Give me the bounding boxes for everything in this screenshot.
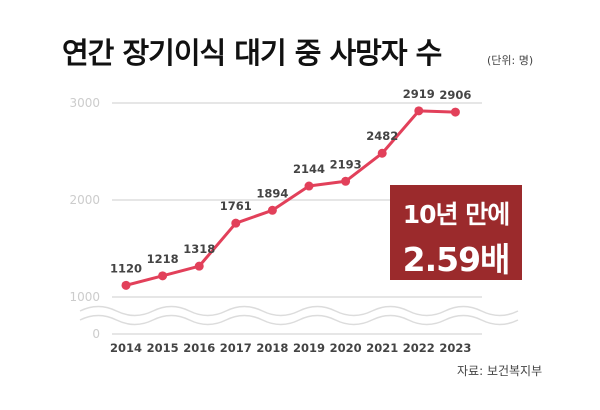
callout-line2: 2.59배 [402, 240, 511, 279]
data-label: 1218 [147, 252, 179, 266]
x-tick-label: 2020 [330, 341, 362, 355]
y-tick-label: 0 [92, 327, 100, 341]
data-point [377, 148, 387, 158]
data-label: 1318 [183, 242, 215, 256]
data-point [121, 280, 131, 290]
data-point [267, 205, 277, 215]
data-point [158, 271, 168, 281]
data-label: 2144 [293, 162, 325, 176]
x-tick-label: 2014 [110, 341, 142, 355]
x-tick-label: 2015 [147, 341, 179, 355]
x-tick-label: 2023 [439, 341, 471, 355]
data-label: 2193 [330, 157, 362, 171]
data-label: 1761 [220, 199, 252, 213]
x-tick-label: 2022 [403, 341, 435, 355]
x-tick-label: 2019 [293, 341, 325, 355]
data-point [341, 176, 351, 186]
series-line [125, 109, 456, 287]
data-label: 2919 [403, 87, 435, 101]
data-label: 2906 [439, 88, 471, 102]
callout-line1: 10년 만에 [402, 200, 511, 229]
axis-break-wave [79, 314, 519, 326]
data-point [304, 181, 314, 191]
callout-box: 10년 만에 2.59배 [390, 185, 522, 280]
unit-label: (단위: 명) [487, 54, 534, 67]
x-tick-label: 2021 [366, 341, 398, 355]
x-tick-label: 2018 [256, 341, 288, 355]
data-label: 1894 [256, 186, 288, 200]
y-tick-label: 2000 [69, 193, 100, 207]
chart-title: 연간 장기이식 대기 중 사망자 수 [62, 36, 442, 70]
x-tick-label: 2017 [220, 341, 252, 355]
data-point [194, 261, 204, 271]
data-point [414, 106, 424, 116]
data-label: 2482 [366, 129, 398, 143]
source-note: 자료: 보건복지부 [457, 364, 543, 378]
x-tick-label: 2016 [183, 341, 215, 355]
data-point [231, 218, 241, 228]
data-point [450, 107, 460, 117]
y-tick-label: 1000 [69, 290, 100, 304]
axis-break-wave [79, 305, 519, 317]
data-label: 1120 [110, 261, 142, 275]
y-tick-label: 3000 [69, 96, 100, 110]
